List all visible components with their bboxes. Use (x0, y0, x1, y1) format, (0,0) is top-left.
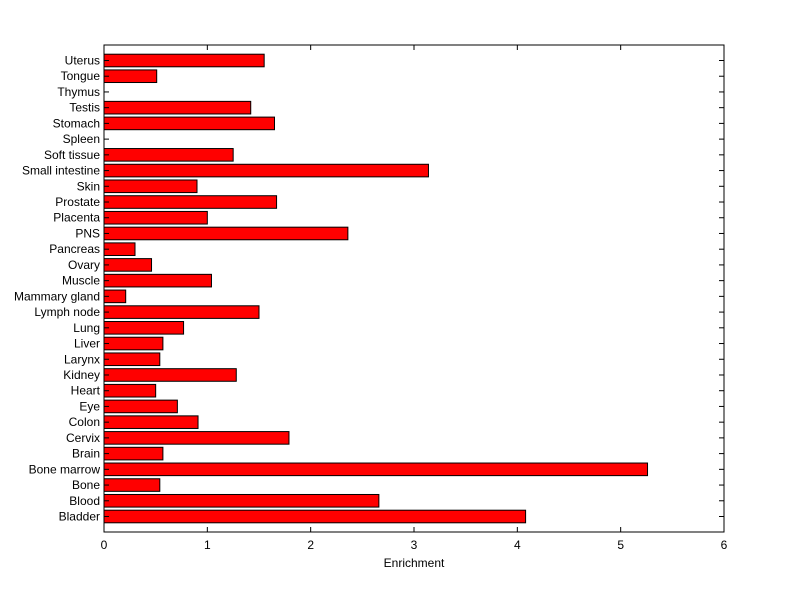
bar-colon (103, 415, 199, 429)
bar-lung (103, 321, 185, 335)
x-tick-label-1: 1 (204, 538, 211, 552)
y-tick-label-placenta: Placenta (53, 211, 100, 225)
y-tick-label-mammary-gland: Mammary gland (14, 289, 100, 303)
bar-kidney (103, 368, 237, 382)
y-tick-label-brain: Brain (72, 447, 100, 461)
bar-bone-marrow (103, 462, 649, 477)
y-tick-label-uterus: Uterus (65, 54, 100, 68)
bar-brain (103, 446, 164, 461)
y-tick-label-kidney: Kidney (63, 368, 100, 382)
bar-bladder (103, 509, 527, 524)
bar-prostate (103, 195, 278, 209)
y-tick-label-muscle: Muscle (62, 274, 100, 288)
bar-testis (103, 100, 252, 115)
x-axis-title: Enrichment (384, 556, 445, 570)
y-tick-label-small-intestine: Small intestine (22, 164, 100, 178)
bar-muscle (103, 273, 212, 288)
bar-blood (103, 493, 380, 508)
y-tick-label-skin: Skin (77, 179, 100, 193)
y-tick-label-heart: Heart (71, 384, 101, 398)
bar-tongue (103, 69, 158, 84)
y-tick-label-stomach: Stomach (53, 116, 100, 130)
y-tick-label-bone-marrow: Bone marrow (29, 462, 101, 476)
bar-liver (103, 336, 164, 351)
bar-eye (103, 399, 178, 414)
bar-small-intestine (103, 163, 429, 178)
y-tick-label-larynx: Larynx (64, 352, 100, 366)
y-tick-label-pancreas: Pancreas (49, 242, 100, 256)
bar-placenta (103, 210, 208, 225)
bar-ovary (103, 258, 153, 272)
bar-pns (103, 226, 349, 241)
x-tick-label-5: 5 (617, 538, 624, 552)
bar-uterus (103, 53, 265, 68)
x-tick-label-3: 3 (411, 538, 418, 552)
y-tick-label-liver: Liver (74, 337, 100, 351)
y-tick-label-testis: Testis (69, 101, 100, 115)
plot-frame (103, 44, 725, 533)
y-tick-label-ovary: Ovary (68, 258, 100, 272)
y-tick-label-prostate: Prostate (55, 195, 100, 209)
bar-soft-tissue (103, 148, 234, 162)
y-tick-label-bone: Bone (72, 478, 100, 492)
y-tick-label-eye: Eye (79, 399, 100, 413)
y-tick-label-bladder: Bladder (59, 510, 100, 524)
bar-lymph-node (103, 305, 260, 319)
y-tick-label-cervix: Cervix (66, 431, 100, 445)
bar-skin (103, 179, 198, 194)
y-tick-label-blood: Blood (69, 494, 100, 508)
y-tick-label-pns: PNS (75, 226, 100, 240)
y-tick-label-lymph-node: Lymph node (34, 305, 100, 319)
y-tick-label-thymus: Thymus (57, 85, 100, 99)
y-tick-label-colon: Colon (69, 415, 100, 429)
bar-bone (103, 478, 161, 492)
y-tick-label-tongue: Tongue (61, 69, 101, 83)
bar-stomach (103, 116, 275, 131)
y-tick-label-lung: Lung (73, 321, 100, 335)
y-tick-label-spleen: Spleen (63, 132, 100, 146)
x-tick-label-0: 0 (101, 538, 108, 552)
x-tick-label-6: 6 (721, 538, 728, 552)
bar-heart (103, 383, 157, 398)
x-tick-labels: 0 1 2 3 4 5 6 (101, 538, 728, 552)
x-tick-label-4: 4 (514, 538, 521, 552)
bar-cervix (103, 431, 290, 445)
x-tick-label-2: 2 (307, 538, 314, 552)
y-tick-label-soft-tissue: Soft tissue (44, 148, 100, 162)
bar-larynx (103, 352, 161, 367)
